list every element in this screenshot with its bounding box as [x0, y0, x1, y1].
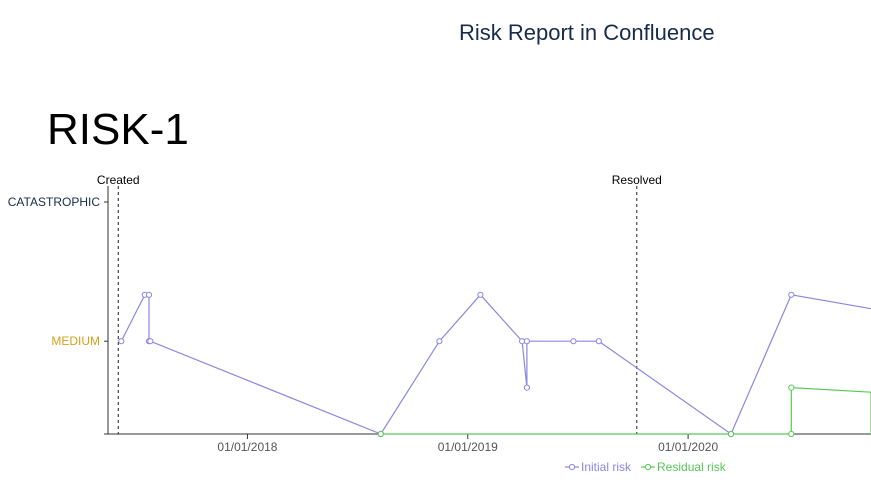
legend-label: Residual risk: [657, 460, 727, 474]
data-point: [570, 338, 577, 345]
page-header-title: Risk Report in Confluence: [459, 20, 715, 45]
risk-title: RISK-1: [47, 105, 189, 154]
data-point: [477, 291, 484, 298]
data-point: [145, 291, 153, 298]
legend-swatch-point: [568, 463, 576, 471]
data-point: [377, 430, 384, 438]
series-line: [120, 293, 871, 435]
data-point: [727, 430, 735, 438]
series-initial-risk: [118, 291, 871, 438]
data-point: [147, 338, 154, 345]
legend-item: Residual risk: [641, 460, 727, 474]
chart-series: [118, 291, 871, 438]
series-residual-risk: [377, 384, 871, 438]
marker-label: Created: [97, 173, 140, 187]
legend-swatch-point: [644, 463, 652, 471]
data-point: [523, 338, 531, 345]
data-point: [788, 384, 795, 391]
marker-label: Resolved: [612, 173, 662, 187]
data-point: [118, 338, 125, 345]
data-point: [436, 338, 443, 345]
data-point: [788, 430, 795, 438]
chart-legend: Initial risk Residual risk: [565, 460, 727, 474]
chart-axes: CATASTROPHIC MEDIUM 01/01/2018 01/01/2019 01…: [8, 186, 871, 454]
x-tick-label: 01/01/2020: [658, 440, 718, 454]
legend-label: Initial risk: [581, 460, 632, 474]
x-tick-label: 01/01/2018: [217, 440, 277, 454]
series-line: [380, 386, 871, 435]
data-point: [788, 291, 795, 298]
legend-item: Initial risk: [565, 460, 632, 474]
data-point: [523, 384, 531, 391]
y-tick-label: CATASTROPHIC: [8, 195, 101, 209]
x-tick-label: 01/01/2019: [438, 440, 498, 454]
y-tick-label: MEDIUM: [51, 334, 100, 348]
data-point: [595, 338, 602, 345]
chart-markers: Created Resolved: [97, 173, 662, 434]
